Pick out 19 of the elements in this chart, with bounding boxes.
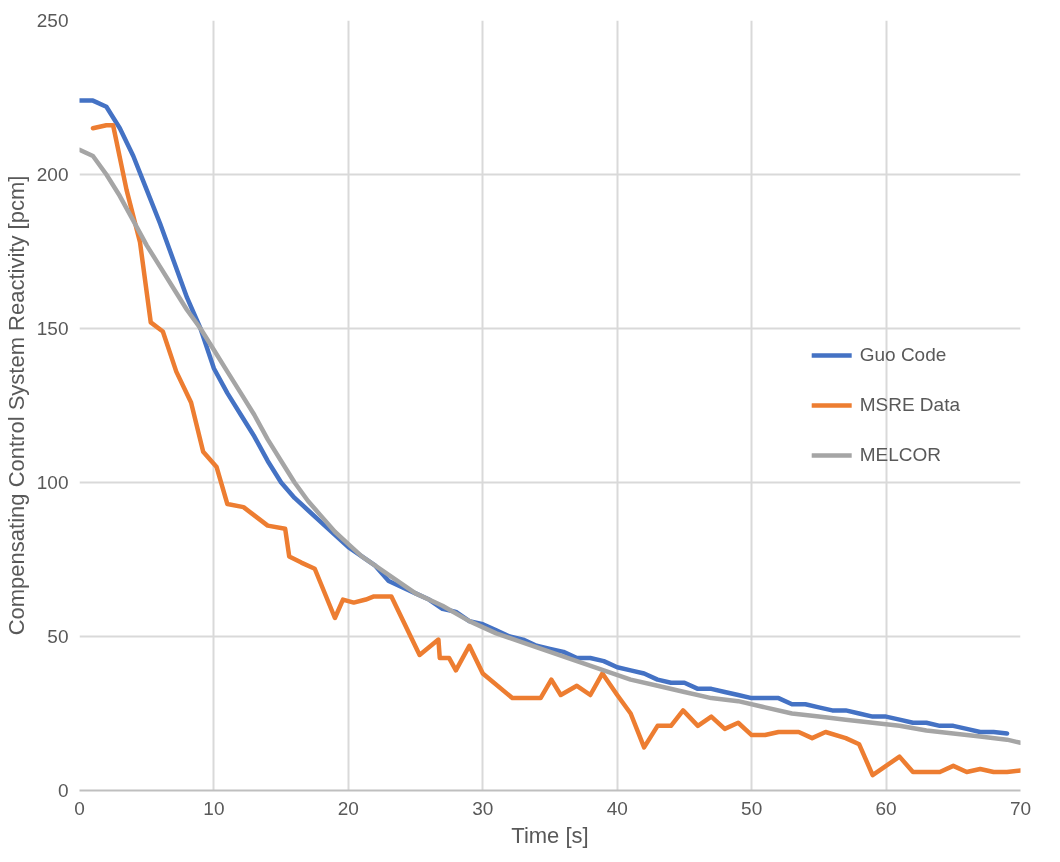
x-tick-label: 70: [1009, 797, 1032, 819]
y-tick-label: 0: [57, 780, 69, 801]
legend-label: Guo Code: [859, 344, 947, 366]
x-tick-label: 30: [472, 797, 494, 819]
y-tick-label: 150: [36, 318, 69, 339]
x-tick-label: 60: [875, 797, 897, 819]
y-tick-label: 100: [36, 472, 69, 493]
y-tick-label: 200: [36, 164, 69, 185]
x-tick-label: 50: [741, 797, 763, 819]
y-tick-label: 50: [47, 626, 69, 647]
y-tick-label: 250: [36, 10, 69, 31]
x-tick-label: 0: [74, 797, 85, 819]
x-tick-label: 40: [606, 797, 628, 819]
legend-label: MELCOR: [859, 444, 941, 466]
x-axis-title: Time [s]: [511, 822, 589, 848]
x-tick-label: 10: [203, 797, 225, 819]
x-tick-label: 20: [337, 797, 359, 819]
legend-label: MSRE Data: [859, 394, 960, 416]
y-axis-title: Compensating Control System Reactivity [pcm]: [3, 175, 29, 636]
